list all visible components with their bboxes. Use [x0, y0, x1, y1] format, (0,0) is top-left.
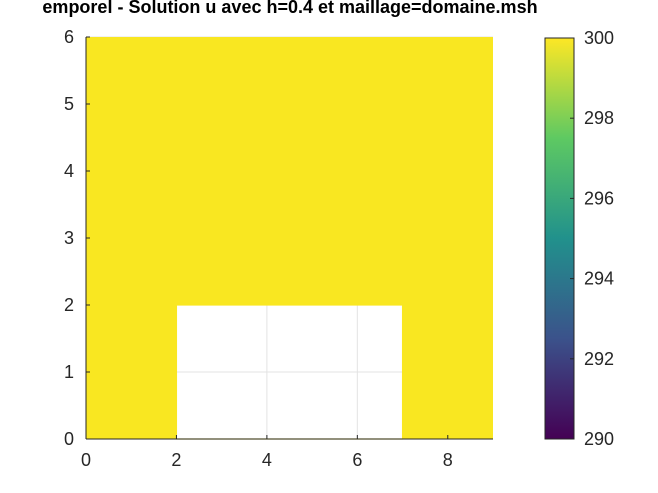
y-tick-label: 0	[64, 429, 74, 449]
solution-field	[86, 37, 493, 439]
colorbar-gradient	[544, 37, 575, 440]
y-tick-label: 5	[64, 94, 74, 114]
x-tick-label: 2	[171, 450, 181, 470]
colorbar-tick-label: 298	[584, 108, 614, 128]
x-tick-label: 4	[262, 450, 272, 470]
y-tick-label: 2	[64, 295, 74, 315]
colorbar-tick-label: 296	[584, 188, 614, 208]
x-tick-label: 0	[81, 450, 91, 470]
y-tick-label: 6	[64, 27, 74, 47]
colorbar-tick-label: 292	[584, 349, 614, 369]
colorbar: 290 292 294 296 298 300	[544, 28, 614, 449]
x-tick-label: 6	[352, 450, 362, 470]
chart-title: emporel - Solution u avec h=0.4 et maill…	[42, 0, 537, 17]
colorbar-tick-label: 294	[584, 269, 614, 289]
x-tick-label: 8	[443, 450, 453, 470]
y-tick-label: 4	[64, 161, 74, 181]
y-tick-label: 3	[64, 228, 74, 248]
plot-area: 0 2 4 6 8 0 1 2 3 4 5 6	[64, 27, 493, 470]
colorbar-tick-label: 290	[584, 429, 614, 449]
colorbar-tick-label: 300	[584, 28, 614, 48]
y-tick-label: 1	[64, 362, 74, 382]
